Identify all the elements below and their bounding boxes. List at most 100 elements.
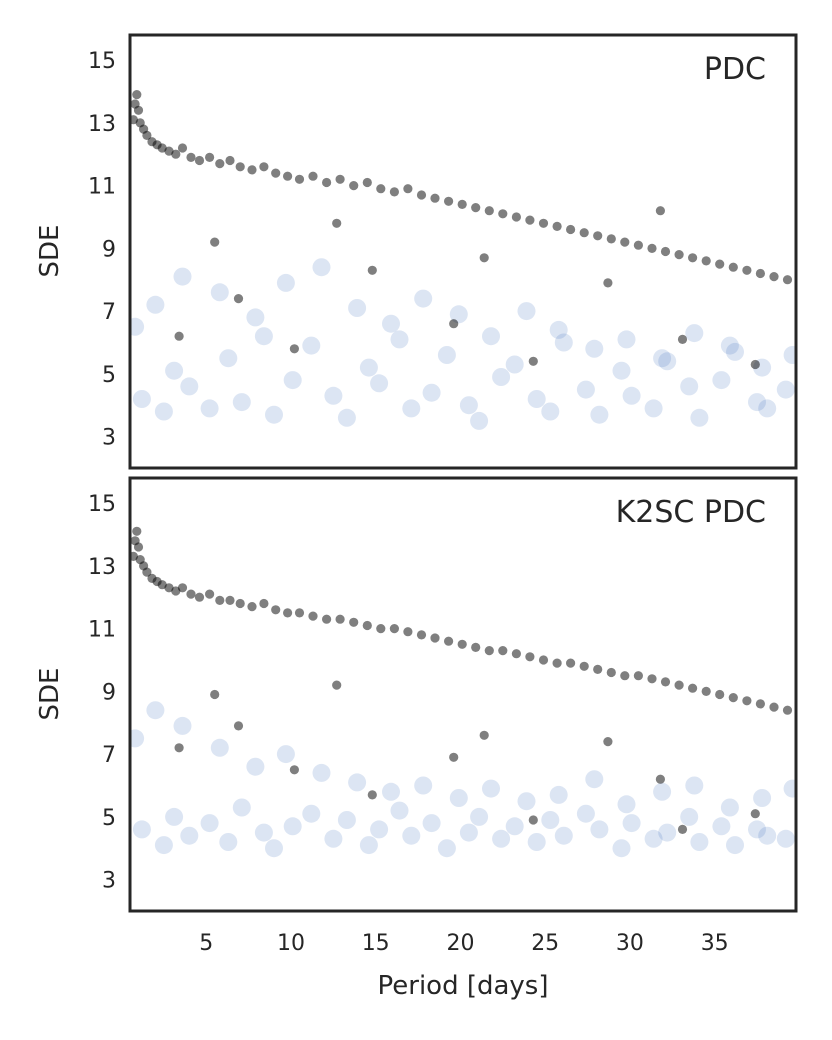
panel-k2sc-pdc-xticks: 5 10 15 20 25 30 35 [199, 931, 728, 956]
scatter-point [660, 246, 671, 257]
scatter-point [566, 224, 576, 235]
scatter-point [549, 320, 568, 339]
scatter-point [742, 696, 752, 706]
scatter-point [517, 302, 536, 321]
scatter-point [276, 745, 295, 764]
panel-k2sc-pdc-yticks: 3 5 7 9 11 13 15 [88, 492, 116, 893]
scatter-point [470, 411, 489, 430]
y-tick-label: 5 [102, 363, 116, 388]
scatter-point [511, 649, 521, 659]
scatter-point [527, 833, 546, 851]
scatter-point [265, 405, 283, 424]
scatter-point [492, 829, 511, 848]
scatter-point [165, 807, 184, 826]
scatter-point [653, 782, 672, 801]
panel-k2sc-pdc-points [130, 526, 796, 858]
scatter-point [449, 789, 468, 807]
scatter-point [603, 737, 613, 747]
scatter-point [335, 614, 345, 624]
scatter-point [294, 174, 305, 184]
scatter-point [349, 181, 359, 191]
scatter-point [219, 349, 238, 368]
scatter-point [130, 729, 145, 748]
scatter-point [658, 352, 677, 371]
scatter-point [133, 105, 144, 115]
y-tick-label: 15 [88, 492, 116, 517]
scatter-point [332, 218, 342, 228]
scatter-point [430, 193, 440, 203]
scatter-point [276, 273, 295, 292]
scatter-point [414, 289, 433, 308]
scatter-point [449, 752, 459, 762]
scatter-point [593, 231, 603, 241]
scatter-point [362, 177, 372, 188]
scatter-point [283, 817, 302, 836]
scatter-point [430, 633, 440, 643]
scatter-point [690, 408, 709, 427]
scatter-point [130, 317, 145, 336]
scatter-point [647, 674, 657, 684]
scatter-point [403, 627, 413, 637]
scatter-point [246, 757, 265, 776]
scatter-point [225, 155, 235, 166]
scatter-point [685, 776, 704, 795]
scatter-point [606, 234, 616, 244]
x-tick-label: 20 [447, 931, 475, 956]
scatter-point [283, 608, 293, 618]
scatter-point [337, 811, 356, 829]
y-tick-label: 7 [102, 300, 116, 325]
scatter-point [247, 602, 257, 612]
scatter-point [470, 807, 489, 826]
y-tick-label: 11 [88, 175, 116, 200]
scatter-point [633, 671, 644, 681]
scatter-point [146, 701, 165, 720]
scatter-point [437, 346, 456, 364]
y-tick-label: 5 [102, 806, 116, 831]
scatter-point [554, 333, 573, 352]
scatter-point [517, 792, 536, 811]
y-tick-label: 9 [102, 237, 116, 262]
scatter-point [449, 305, 468, 324]
scatter-point [674, 250, 684, 260]
scatter-point [232, 393, 251, 412]
scatter-point [680, 377, 699, 396]
scatter-point [403, 184, 413, 194]
scatter-point [776, 829, 795, 848]
scatter-point [612, 361, 631, 380]
scatter-point [370, 820, 389, 839]
scatter-point [576, 380, 595, 399]
scatter-point [769, 272, 779, 282]
panel-pdc-points [130, 90, 796, 430]
scatter-point [308, 611, 318, 621]
scatter-point [444, 636, 454, 646]
scatter-point [617, 795, 636, 814]
scatter-point [482, 327, 500, 346]
scatter-point [720, 336, 739, 355]
scatter-point [566, 658, 576, 668]
y-tick-label: 13 [88, 555, 116, 580]
scatter-point [576, 804, 595, 823]
scatter-point [142, 130, 152, 140]
scatter-point [758, 826, 777, 845]
scatter-point [337, 408, 356, 427]
scatter-point [414, 776, 433, 795]
scatter-point [302, 804, 321, 823]
scatter-point [283, 171, 293, 181]
scatter-point [402, 399, 421, 418]
scatter-point [750, 359, 760, 370]
scatter-point [132, 820, 151, 839]
scatter-point [312, 763, 331, 782]
scatter-point [755, 699, 766, 709]
scatter-point [459, 823, 478, 842]
scatter-point [690, 833, 709, 851]
scatter-point [492, 368, 511, 386]
scatter-point [541, 402, 560, 421]
scatter-point [750, 809, 760, 819]
y-tick-label: 13 [88, 112, 116, 137]
scatter-point [219, 833, 238, 851]
scatter-point [541, 811, 560, 829]
scatter-point [348, 299, 367, 317]
panel-pdc-frame [128, 33, 798, 470]
scatter-point [389, 624, 399, 634]
scatter-point [748, 393, 766, 412]
